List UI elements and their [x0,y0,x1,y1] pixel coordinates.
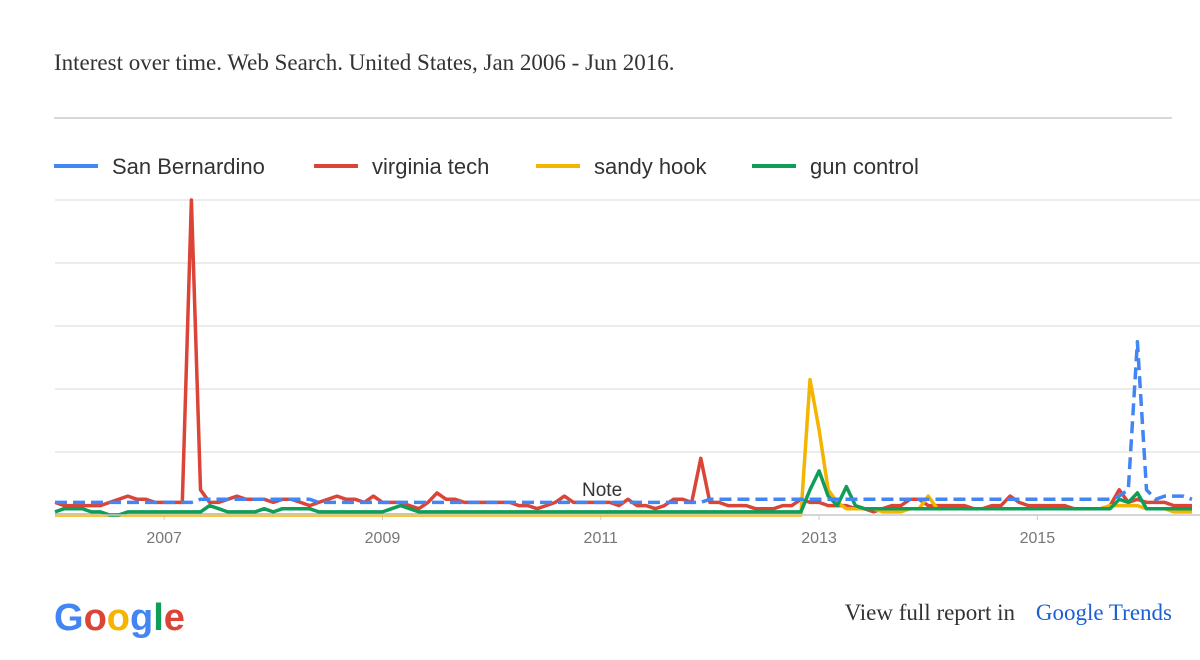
chart-title: Interest over time. Web Search. United S… [54,50,675,75]
legend-label: virginia tech [372,154,489,179]
legend: San Bernardino virginia tech sandy hook gun… [54,154,919,179]
legend-label: sandy hook [594,154,708,179]
annotation: Note [582,480,622,501]
plot: 2007 2009 2011 2013 2015 [54,198,1200,547]
x-tick-label: 2007 [146,530,182,547]
series-line [55,340,1193,505]
x-tick-label: 2011 [584,530,619,547]
google-logo: Google [54,597,185,639]
series-line [54,469,1192,517]
series-line [54,198,1192,514]
x-tick-label: 2013 [801,530,837,547]
x-tick-label: 2015 [1020,530,1056,547]
report-text: View full report in [845,600,1016,625]
legend-label: gun control [810,154,919,179]
x-tick-label: 2009 [365,530,401,547]
legend-label: San Bernardino [112,154,265,179]
series-line [55,377,1192,517]
google-trends-link[interactable]: Google Trends [1036,600,1172,625]
